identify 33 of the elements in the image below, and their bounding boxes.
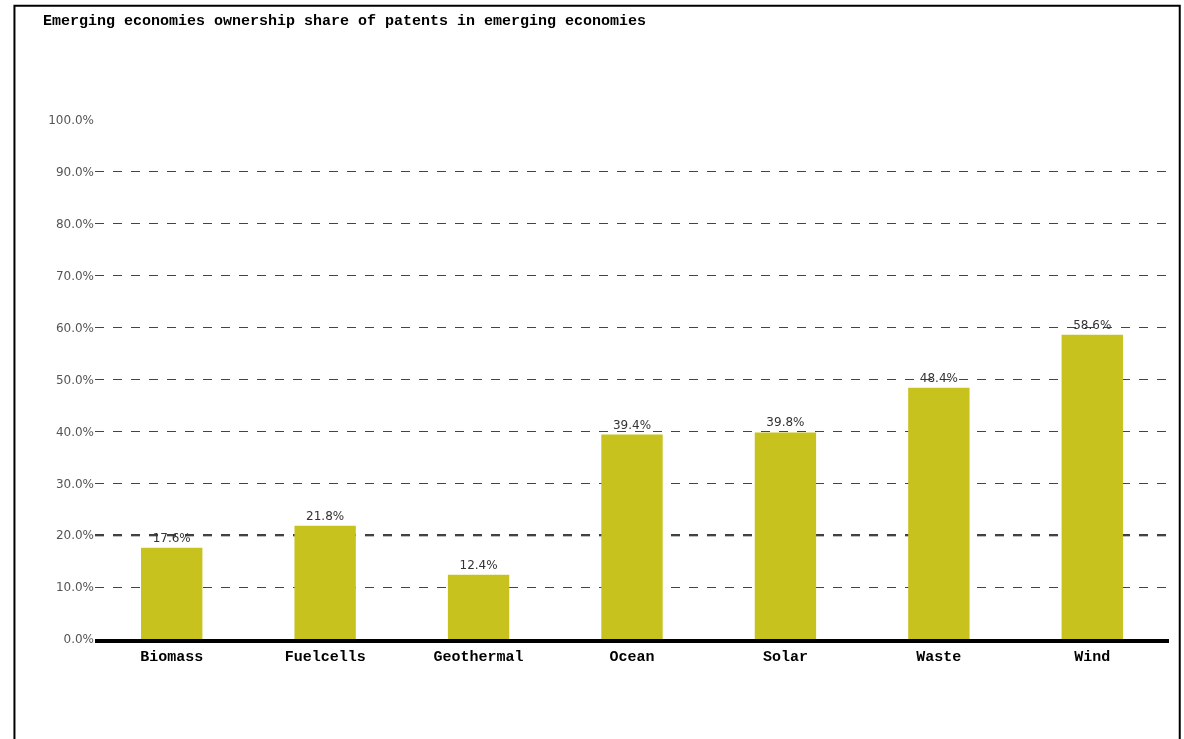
- x-tick-label: Waste: [916, 649, 962, 666]
- x-tick-label: Fuelcells: [284, 649, 366, 666]
- y-tick-label: 10.0%: [55, 580, 94, 595]
- y-tick-label: 40.0%: [55, 424, 94, 439]
- bar: [294, 525, 356, 639]
- y-tick-label: 30.0%: [55, 476, 94, 491]
- bar: [141, 547, 203, 639]
- x-tick-label: Ocean: [609, 649, 655, 666]
- data-label: 12.4%: [459, 557, 498, 572]
- y-tick-label: 80.0%: [55, 217, 94, 231]
- data-label: 17.6%: [152, 530, 191, 545]
- y-tick-label: 20.0%: [55, 528, 94, 543]
- x-tick-label: Geothermal: [433, 649, 524, 666]
- y-tick-label: 100.0%: [48, 113, 94, 128]
- bar: [601, 434, 663, 639]
- bar: [908, 387, 970, 639]
- data-label: 21.8%: [306, 508, 345, 523]
- y-tick-label: 50.0%: [55, 372, 94, 387]
- x-tick-label: Solar: [762, 649, 808, 666]
- x-tick-label: Biomass: [140, 649, 204, 666]
- bar: [754, 432, 817, 639]
- bar: [447, 574, 510, 639]
- chart-title: Emerging economies ownership share of patents in emerging economies: [43, 13, 647, 30]
- data-label: 39.4%: [612, 417, 652, 432]
- y-tick-label: 0.0%: [63, 632, 94, 647]
- bar: [1061, 334, 1123, 639]
- y-tick-label: 90.0%: [55, 165, 94, 180]
- data-label: 39.8%: [766, 415, 805, 430]
- x-tick-label: Wind: [1074, 649, 1111, 666]
- data-label: 58.6%: [1073, 317, 1112, 332]
- y-tick-label: 70.0%: [55, 268, 94, 283]
- y-tick-label: 60.0%: [55, 320, 94, 335]
- data-label: 48.4%: [919, 370, 958, 385]
